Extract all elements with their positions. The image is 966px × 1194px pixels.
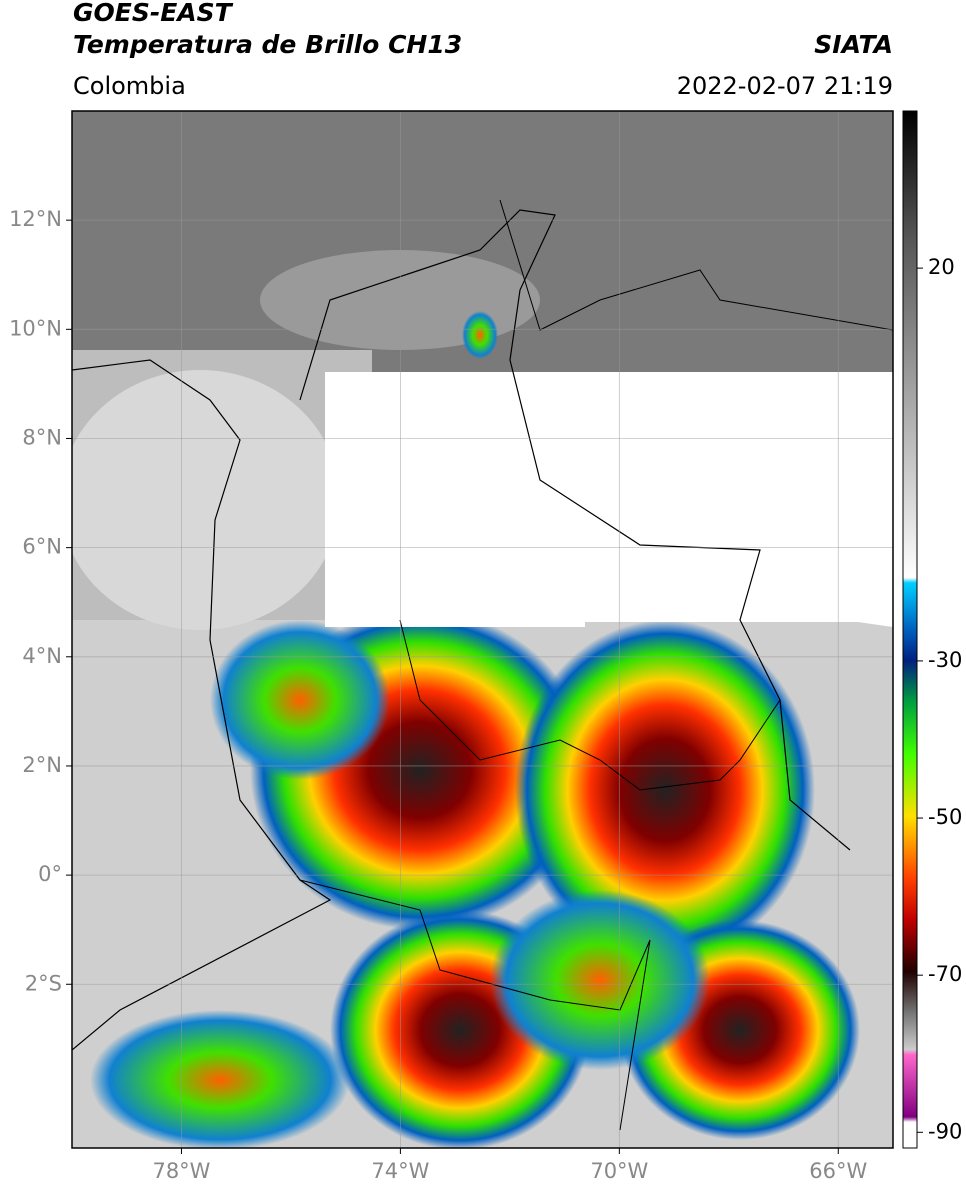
source: SIATA <box>814 30 893 59</box>
y-tick-label: 2°N <box>22 753 62 777</box>
x-tick-label: 74°W <box>371 1159 429 1183</box>
y-tick-label: 10°N <box>9 316 62 340</box>
y-tick-label: 6°N <box>22 535 62 559</box>
colorbar-tick-label: -90 <box>928 1119 962 1143</box>
y-tick-label: 8°N <box>22 425 62 449</box>
y-tick-label: 0° <box>38 862 62 886</box>
y-tick-label: 2°S <box>25 971 62 995</box>
graticule <box>72 111 893 1148</box>
x-tick-label: 70°W <box>590 1159 648 1183</box>
x-tick-label: 66°W <box>809 1159 867 1183</box>
x-tick-label: 78°W <box>152 1159 210 1183</box>
y-tick-label: 12°N <box>9 207 62 231</box>
y-tick-label: 4°N <box>22 644 62 668</box>
datetime: 2022-02-07 21:19 <box>677 72 893 100</box>
colorbar-tick-label: -30 <box>928 648 962 672</box>
imagery <box>72 111 893 1148</box>
colorbar <box>902 110 918 1149</box>
map-frame <box>71 110 894 1149</box>
colorbar-tick-label: 20 <box>928 255 955 279</box>
region: Colombia <box>73 72 186 100</box>
colorbar-tick-label: -50 <box>928 805 962 829</box>
title: GOES-EAST <box>73 0 234 27</box>
colorbar-tick-label: -70 <box>928 962 962 986</box>
subtitle: Temperatura de Brillo CH13 <box>73 30 462 59</box>
